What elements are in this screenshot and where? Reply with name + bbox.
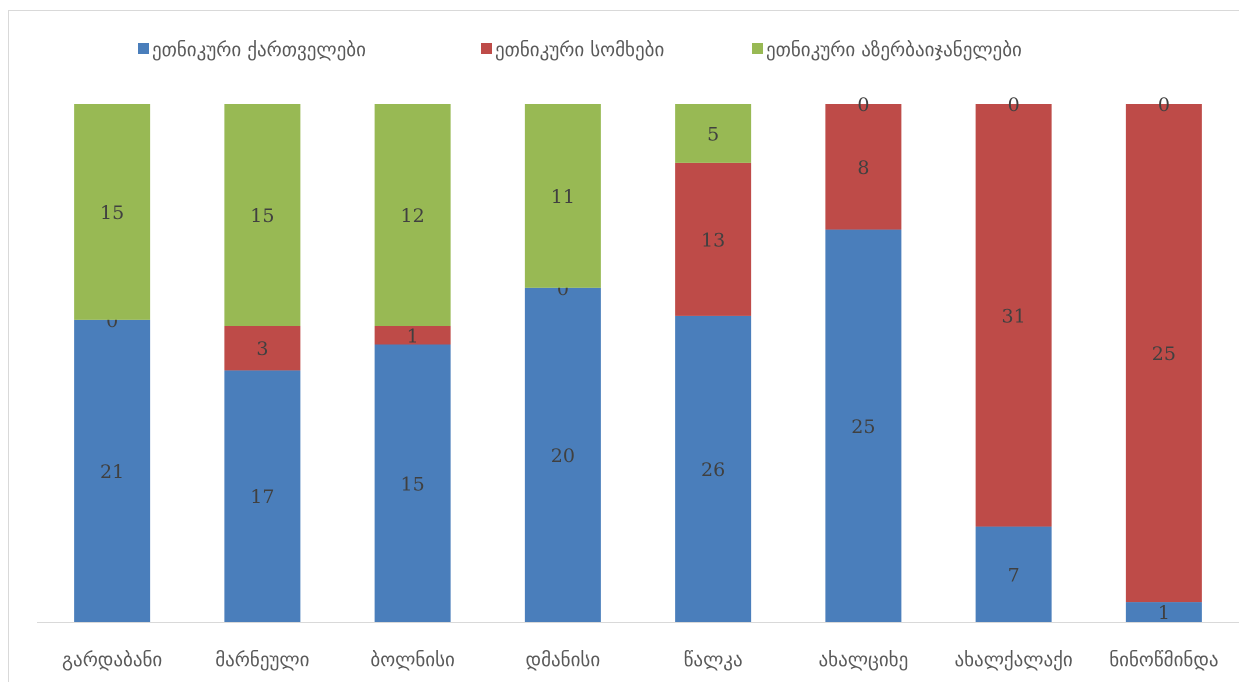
bar-segment-8-1 <box>1125 602 1202 622</box>
bar-segment-5-1 <box>675 315 752 622</box>
bar-segment-2-1 <box>224 370 301 622</box>
data-label-7-2: 31 <box>1002 305 1026 327</box>
data-label-3-1: 15 <box>401 473 425 495</box>
data-label-6-2: 8 <box>857 157 869 179</box>
bar-segment-6-2 <box>825 104 902 230</box>
x-tick-label-4: დმანისი <box>526 649 601 671</box>
data-label-7-3: 0 <box>1008 94 1020 116</box>
data-label-2-2: 3 <box>256 338 268 360</box>
bar-segment-5-2 <box>675 162 752 316</box>
x-tick-label-5: წალკა <box>684 649 743 671</box>
data-label-2-3: 15 <box>250 205 274 227</box>
bar-segment-8-2 <box>1125 104 1202 603</box>
frame-border-top <box>8 10 1239 11</box>
data-label-4-3: 11 <box>551 186 575 208</box>
legend: ეთნიკური ქართველები ეთნიკური სომხები ეთნიკ… <box>138 39 1022 61</box>
bar-segment-5-3 <box>675 104 752 163</box>
bar-segment-3-3 <box>374 104 451 326</box>
x-tick-label-8: ნინოწმინდა <box>1109 649 1218 671</box>
bar-segment-1-3 <box>74 104 151 320</box>
data-label-5-2: 13 <box>701 229 725 251</box>
data-label-5-1: 26 <box>701 459 725 481</box>
x-tick-label-7: ახალქალაქი <box>954 649 1072 671</box>
legend-label-1: ეთნიკური ქართველები <box>152 39 366 61</box>
legend-swatch-1 <box>138 43 149 54</box>
data-label-3-2: 1 <box>407 325 419 347</box>
data-label-6-3: 0 <box>857 94 869 116</box>
legend-label-3: ეთნიკური აზერბაიჯანელები <box>766 39 1022 61</box>
data-label-2-1: 17 <box>250 486 274 508</box>
data-label-5-3: 5 <box>707 123 719 145</box>
data-label-6-1: 25 <box>851 416 875 438</box>
data-label-8-3: 0 <box>1158 94 1170 116</box>
frame-border-left <box>8 10 9 682</box>
bar-segment-2-2 <box>224 326 301 371</box>
x-tick-label-1: გარდაბანი <box>62 649 162 671</box>
data-label-3-3: 12 <box>401 205 425 227</box>
bar-segment-2-3 <box>224 104 301 326</box>
bar-segment-3-1 <box>374 344 451 622</box>
data-label-1-1: 21 <box>100 461 124 483</box>
bar-segment-7-2 <box>975 104 1052 527</box>
legend-swatch-3 <box>752 43 763 54</box>
data-label-4-1: 20 <box>551 445 575 467</box>
x-tick-labels: გარდაბანი მარნეული ბოლნისი დმანისი წალკა ახალ… <box>62 649 1219 671</box>
bar-segment-3-2 <box>374 326 451 345</box>
data-label-8-2: 25 <box>1152 343 1176 365</box>
x-tick-label-6: ახალციხე <box>819 649 909 671</box>
data-label-7-1: 7 <box>1008 564 1020 586</box>
legend-label-2: ეთნიკური სომხები <box>495 39 664 61</box>
data-label-8-1: 1 <box>1158 602 1170 624</box>
bar-segment-4-1 <box>524 287 601 622</box>
x-tick-label-2: მარნეული <box>215 649 309 671</box>
bar-segment-7-1 <box>975 526 1052 622</box>
legend-swatch-2 <box>481 43 492 54</box>
x-tick-label-3: ბოლნისი <box>370 649 455 671</box>
bar-segment-6-1 <box>825 229 902 623</box>
bar-segment-1-1 <box>74 319 151 622</box>
data-label-1-3: 15 <box>100 202 124 224</box>
bar-segment-4-3 <box>524 104 601 288</box>
